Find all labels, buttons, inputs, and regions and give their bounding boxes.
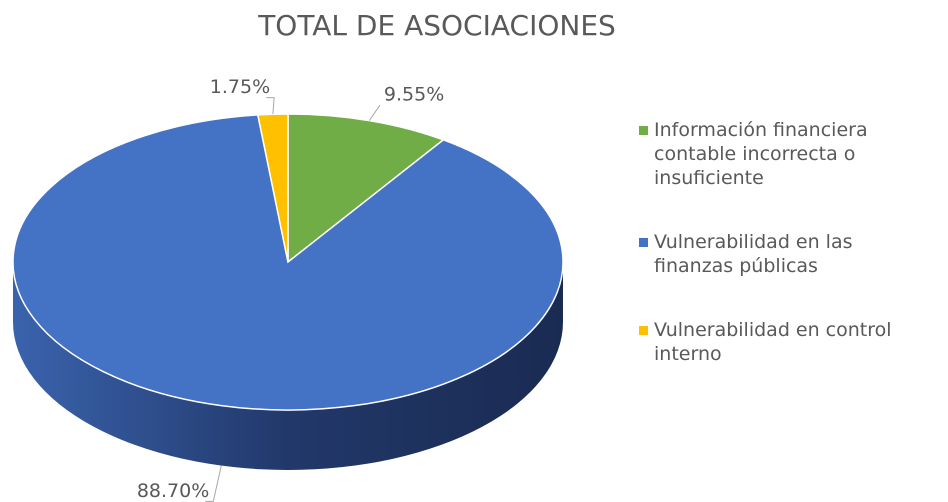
leader-line (266, 97, 275, 115)
legend-item: Información financiera contable incorrec… (636, 118, 924, 190)
pie-side (13, 262, 563, 470)
legend-swatch (639, 238, 648, 247)
pie-slice (12, 114, 564, 411)
legend-swatch (639, 326, 648, 335)
legend-label: Vulnerabilidad en las finanzas públicas (654, 231, 853, 277)
legend-item: Vulnerabilidad en control interno (636, 318, 924, 366)
legend-item: Vulnerabilidad en las finanzas públicas (636, 230, 924, 278)
legend-label: Vulnerabilidad en control interno (654, 319, 892, 365)
legend-swatch (639, 126, 648, 135)
data-label: 88.70% (137, 480, 209, 502)
legend-label: Información financiera contable incorrec… (654, 119, 868, 189)
pie-slice (256, 113, 289, 263)
legend: Información financiera contable incorrec… (636, 118, 946, 406)
data-label: 9.55% (384, 84, 444, 106)
leader-line (368, 104, 381, 121)
leader-line (205, 465, 222, 502)
chart-title: TOTAL DE ASOCIACIONES (257, 9, 616, 42)
data-label: 1.75% (210, 76, 270, 98)
